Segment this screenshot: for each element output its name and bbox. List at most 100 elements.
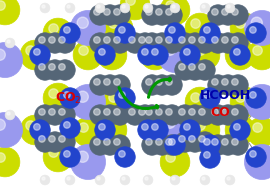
Circle shape: [35, 33, 55, 53]
Circle shape: [49, 136, 55, 142]
Circle shape: [218, 135, 238, 155]
Circle shape: [0, 43, 23, 77]
Circle shape: [199, 109, 205, 115]
Circle shape: [222, 109, 228, 115]
Circle shape: [191, 93, 200, 102]
Circle shape: [129, 109, 135, 115]
Circle shape: [73, 117, 103, 147]
Circle shape: [142, 75, 162, 95]
Circle shape: [190, 115, 220, 145]
Circle shape: [212, 9, 218, 15]
Circle shape: [165, 135, 185, 155]
Circle shape: [35, 105, 55, 125]
Circle shape: [166, 1, 175, 10]
Circle shape: [114, 139, 120, 145]
Circle shape: [0, 153, 5, 162]
Circle shape: [109, 93, 118, 102]
Circle shape: [191, 19, 200, 28]
Circle shape: [222, 139, 228, 145]
Circle shape: [208, 5, 228, 25]
Circle shape: [39, 136, 45, 142]
Circle shape: [104, 139, 110, 145]
Circle shape: [70, 10, 106, 46]
Circle shape: [212, 109, 218, 115]
Circle shape: [103, 46, 112, 55]
Circle shape: [202, 177, 205, 180]
Circle shape: [204, 152, 210, 158]
Circle shape: [142, 33, 162, 53]
Circle shape: [115, 88, 135, 108]
Circle shape: [169, 139, 175, 145]
Circle shape: [208, 105, 228, 125]
Circle shape: [120, 0, 150, 20]
Circle shape: [90, 105, 110, 125]
Circle shape: [67, 5, 70, 8]
Circle shape: [218, 105, 238, 125]
Circle shape: [95, 175, 105, 185]
Circle shape: [138, 120, 158, 140]
Circle shape: [189, 37, 195, 43]
Circle shape: [125, 33, 145, 53]
Circle shape: [60, 147, 80, 167]
Circle shape: [49, 37, 55, 43]
Circle shape: [156, 79, 162, 85]
Circle shape: [40, 175, 50, 185]
Circle shape: [185, 60, 205, 80]
Circle shape: [148, 120, 168, 140]
Circle shape: [115, 23, 135, 43]
Circle shape: [122, 5, 125, 8]
Circle shape: [55, 60, 75, 80]
Circle shape: [162, 105, 182, 125]
Circle shape: [94, 109, 100, 115]
Circle shape: [185, 13, 215, 43]
Circle shape: [119, 151, 125, 157]
Circle shape: [0, 49, 5, 60]
Circle shape: [251, 151, 262, 162]
Circle shape: [179, 37, 185, 43]
Circle shape: [162, 135, 182, 155]
Circle shape: [104, 109, 110, 115]
Circle shape: [179, 64, 185, 70]
Circle shape: [204, 92, 210, 98]
Circle shape: [175, 105, 195, 125]
Circle shape: [195, 105, 215, 125]
Circle shape: [251, 17, 262, 28]
Circle shape: [110, 135, 130, 155]
Circle shape: [115, 147, 135, 167]
Circle shape: [157, 37, 193, 73]
Circle shape: [140, 40, 170, 70]
Circle shape: [146, 121, 155, 130]
Circle shape: [185, 105, 205, 125]
Circle shape: [184, 49, 190, 55]
Circle shape: [166, 153, 175, 162]
Circle shape: [152, 105, 172, 125]
Circle shape: [145, 5, 148, 8]
Circle shape: [236, 93, 245, 102]
Circle shape: [59, 136, 65, 142]
Circle shape: [246, 88, 266, 108]
Circle shape: [43, 142, 73, 172]
Circle shape: [20, 40, 50, 70]
Circle shape: [232, 139, 238, 145]
Circle shape: [222, 9, 228, 15]
Circle shape: [146, 79, 152, 85]
Circle shape: [162, 33, 182, 53]
Circle shape: [160, 147, 190, 177]
Text: CO: CO: [210, 105, 230, 119]
Circle shape: [230, 120, 250, 140]
Circle shape: [142, 105, 162, 125]
Circle shape: [244, 10, 270, 46]
Circle shape: [49, 109, 55, 115]
Circle shape: [90, 33, 110, 53]
Circle shape: [59, 64, 65, 70]
Circle shape: [228, 33, 248, 53]
Circle shape: [0, 1, 5, 10]
Circle shape: [65, 3, 75, 13]
Circle shape: [157, 110, 193, 146]
Circle shape: [253, 46, 262, 55]
Circle shape: [64, 27, 70, 33]
Circle shape: [95, 120, 115, 140]
Circle shape: [55, 132, 75, 152]
Circle shape: [59, 109, 65, 115]
Circle shape: [225, 40, 255, 70]
